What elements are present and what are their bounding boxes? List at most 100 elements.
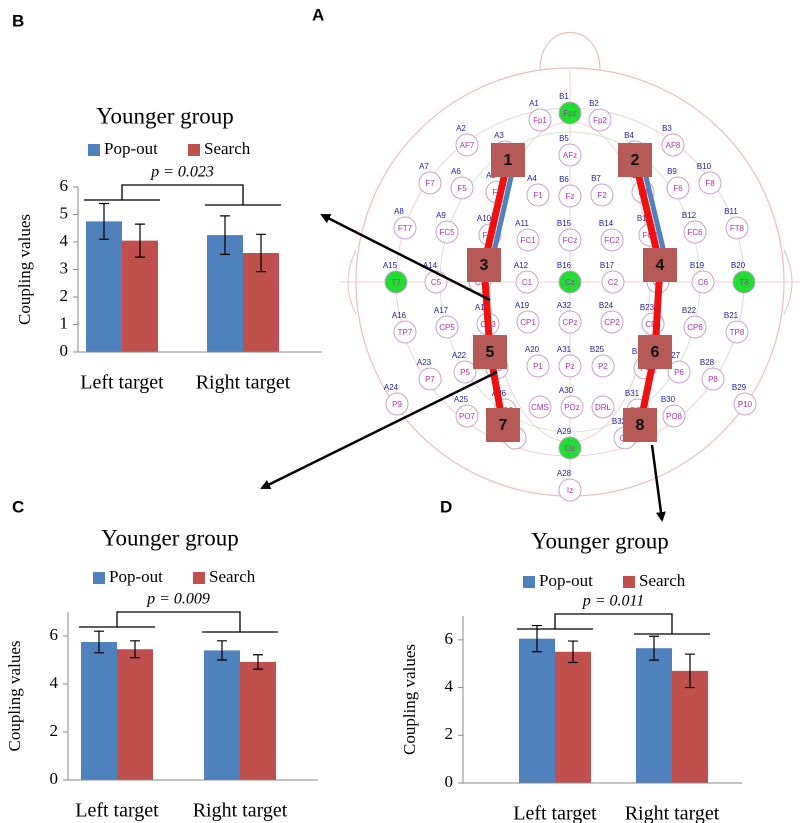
electrode-id: A24 — [384, 383, 399, 392]
electrode-name: P6 — [674, 368, 684, 377]
electrode — [558, 143, 582, 167]
error-bar — [253, 654, 263, 670]
electrode-name: PO8 — [666, 412, 683, 421]
electrode-id: A16 — [392, 311, 407, 320]
electrode-name: TP7 — [398, 328, 413, 337]
electrode-name: P7 — [425, 375, 435, 384]
electrode-id: B14 — [599, 219, 614, 228]
electrode-id: A10 — [477, 214, 492, 223]
legend-label: Pop-out — [109, 567, 163, 586]
connection — [639, 159, 670, 266]
electrode-id: A2 — [456, 124, 466, 133]
electrode-name: Cz — [565, 278, 575, 287]
electrode — [600, 310, 624, 334]
electrode-id: A15 — [383, 261, 398, 270]
electrode-name: POz — [564, 403, 580, 412]
y-tick-label: 0 — [60, 341, 69, 360]
electrode-name: F7 — [425, 179, 435, 188]
electrode — [732, 270, 756, 294]
electrode — [558, 270, 582, 294]
significance-bracket — [84, 184, 281, 206]
bar — [519, 638, 555, 783]
electrode — [384, 270, 408, 294]
electrode — [558, 228, 582, 252]
electrode-name: AFz — [563, 151, 577, 160]
significance-bracket — [517, 613, 710, 635]
electrode-id: B6 — [559, 175, 569, 184]
electrode — [558, 354, 582, 378]
significance-bracket — [79, 611, 278, 633]
y-tick-label: 2 — [60, 286, 69, 305]
p-value: p = 0.023 — [150, 164, 214, 181]
region-label: 2 — [631, 152, 640, 169]
electrode — [560, 395, 584, 419]
legend-swatch — [623, 576, 635, 588]
y-tick-label: 4 — [60, 231, 69, 250]
electrode-name: P1 — [533, 362, 543, 371]
electrode-id: B23 — [640, 303, 655, 312]
electrode-id: A20 — [525, 345, 540, 354]
electrode-name: F5 — [457, 184, 467, 193]
electrode-name: Fz — [566, 192, 575, 201]
electrode-name: Fp1 — [533, 116, 547, 125]
nose — [539, 32, 601, 71]
electrode-id: A6 — [451, 167, 461, 176]
electrode-name: CP1 — [520, 318, 536, 327]
electrode-name: FC6 — [687, 228, 703, 237]
x-tick-label: Right target — [625, 803, 720, 823]
electrode-name: FT7 — [398, 224, 413, 233]
x-tick-label: Right target — [196, 372, 291, 394]
panel-label: C — [12, 497, 24, 516]
y-axis-label: Coupling values — [15, 214, 34, 325]
chart-title: Younger group — [531, 528, 669, 553]
electrode — [683, 220, 707, 244]
region-box — [643, 248, 677, 282]
electrode — [418, 367, 442, 391]
electrode-id: B9 — [667, 167, 677, 176]
error-bar — [256, 233, 266, 273]
electrode — [528, 108, 552, 132]
electrode-id: B25 — [590, 345, 605, 354]
electrode-id: A17 — [434, 306, 449, 315]
error-bar — [649, 635, 659, 661]
electrode — [661, 133, 685, 157]
electrode-id: B13 — [637, 214, 652, 223]
electrode-id: B15 — [557, 219, 572, 228]
electrode-id: B32 — [612, 417, 627, 426]
y-tick-label: 3 — [60, 258, 69, 277]
electrode-name: CP5 — [439, 323, 455, 332]
x-tick-label: Left target — [75, 800, 159, 822]
error-bar — [685, 653, 695, 689]
electrode — [385, 392, 409, 416]
electrode — [591, 354, 615, 378]
electrode — [558, 478, 582, 502]
electrode-id: B28 — [700, 358, 715, 367]
electrode — [393, 320, 417, 344]
region-label: 4 — [656, 257, 665, 274]
electrode-name: AF8 — [666, 141, 681, 150]
electrode — [666, 176, 690, 200]
region-box — [491, 143, 525, 177]
bar — [86, 221, 122, 352]
region-box — [473, 335, 507, 369]
panel-label: D — [440, 497, 452, 516]
electrode-id: B24 — [599, 301, 614, 310]
electrode — [558, 436, 582, 460]
electrode-name: Fp2 — [593, 116, 607, 125]
electrode — [667, 360, 691, 384]
electrode-name: F2 — [597, 191, 607, 200]
electrode — [453, 360, 477, 384]
electrode-name: F8 — [705, 179, 715, 188]
electrode-id: B5 — [559, 134, 569, 143]
bar — [117, 649, 153, 780]
electrode — [393, 216, 417, 240]
electrode-name: C1 — [522, 278, 533, 287]
electrode-name: C3 — [475, 278, 486, 287]
x-tick-label: Left target — [513, 803, 597, 823]
electrode — [455, 133, 479, 157]
electrode-id: B7 — [591, 174, 601, 183]
electrode-name: T8 — [739, 278, 749, 287]
y-tick-label: 6 — [445, 629, 454, 648]
electrode — [435, 315, 459, 339]
error-bar — [130, 640, 140, 659]
